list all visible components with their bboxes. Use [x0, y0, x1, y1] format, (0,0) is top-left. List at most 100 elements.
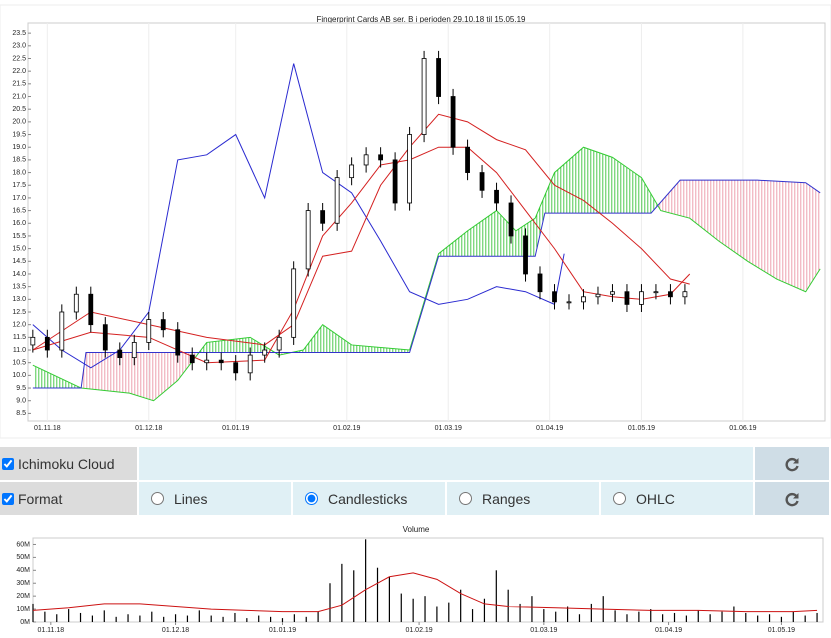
candle-body [595, 293, 601, 298]
y-tick-label: 14.0 [12, 271, 26, 278]
candle-body [552, 291, 557, 303]
candle-body [233, 362, 239, 374]
y-tick-label: 20M [16, 593, 30, 600]
x-tick-label: 01.02.19 [405, 627, 432, 634]
format-option[interactable]: OHLC [601, 482, 753, 515]
y-tick-label: 10.0 [12, 372, 26, 379]
candle-body [276, 336, 282, 351]
radio[interactable] [151, 492, 164, 505]
volume-chart: Volume 0M 10M 20M 30M 40M 50M 60M 01.11.18 01.12… [16, 525, 824, 634]
y-tick-label: 20.5 [12, 106, 26, 113]
y-tick-label: 12.5 [12, 309, 26, 316]
candle-body [88, 293, 94, 326]
candle-body [523, 235, 528, 275]
candle-body [102, 324, 108, 351]
candle-body [436, 58, 441, 97]
chart-title: Volume [403, 525, 430, 534]
candle-body [421, 58, 427, 135]
candle-body [610, 291, 615, 295]
y-tick-label: 18.0 [12, 169, 26, 176]
y-tick-label: 22.0 [12, 68, 26, 75]
format-toggle[interactable]: Format [0, 482, 137, 515]
candle-body [653, 291, 659, 294]
x-tick-label: 01.04.19 [655, 627, 682, 634]
cloud-row: Ichimoku Cloud [0, 447, 831, 480]
x-tick-label: 01.03.19 [530, 627, 557, 634]
candle-body [566, 301, 572, 304]
candle-body [131, 342, 137, 359]
x-tick-label: 01.11.18 [37, 627, 64, 634]
x-tick-label: 01.05.19 [768, 627, 795, 634]
line [32, 63, 565, 369]
y-tick-label: 13.0 [12, 296, 26, 303]
x-tick-label: 01.05.19 [628, 425, 655, 432]
checkbox[interactable] [2, 492, 14, 505]
x-tick-label: 01.01.19 [222, 425, 249, 432]
y-tick-label: 11.5 [13, 334, 26, 341]
refresh-button[interactable] [755, 482, 829, 515]
candle-body [30, 336, 36, 346]
candle-body [349, 164, 355, 179]
x-tick-label: 01.01.19 [269, 627, 296, 634]
y-tick-label: 11.0 [13, 347, 26, 354]
candle-body [537, 273, 543, 293]
y-tick-label: 23.5 [12, 30, 26, 37]
format-row: Format Lines Candlesticks Ranges OHLC [0, 482, 831, 515]
option-label: Candlesticks [328, 490, 408, 507]
option-label: OHLC [636, 490, 675, 507]
candle-body [363, 154, 369, 166]
radio[interactable] [305, 492, 318, 505]
option-label: Lines [174, 490, 208, 507]
format-option[interactable]: Lines [139, 482, 291, 515]
radio[interactable] [459, 492, 472, 505]
candle-body [262, 349, 268, 356]
price-chart: Fingerprint Cards AB ser. B i perioden 2… [0, 4, 831, 439]
x-tick-label: 01.03.19 [435, 425, 462, 432]
y-tick-label: 60M [16, 541, 30, 548]
y-tick-label: 18.5 [12, 157, 26, 164]
candle-body [59, 311, 65, 351]
candle-body [44, 336, 50, 351]
option-label: Ranges [482, 490, 531, 507]
x-tick-label: 01.12.18 [162, 627, 189, 634]
y-tick-label: 19.5 [12, 131, 26, 138]
cloud-toggle[interactable]: Ichimoku Cloud [0, 447, 137, 480]
plot-area [32, 537, 824, 623]
x-tick-label: 01.02.19 [333, 425, 360, 432]
cloud-panel [139, 447, 753, 480]
plot-area [27, 22, 826, 422]
candle-body [334, 177, 340, 224]
refresh-icon [785, 492, 799, 506]
candle-body [320, 210, 326, 224]
y-tick-label: 30M [16, 580, 30, 587]
y-tick-label: 10.5 [12, 360, 26, 367]
candle-body [218, 359, 224, 364]
checkbox[interactable] [2, 457, 14, 470]
candle-body [247, 354, 253, 374]
candle-body [291, 268, 297, 338]
toggle-label: Ichimoku Cloud [18, 455, 115, 472]
line [32, 179, 821, 389]
y-tick-label: 50M [16, 554, 30, 561]
format-option[interactable]: Candlesticks [293, 482, 445, 515]
candle-body [407, 134, 412, 204]
candle-body [581, 296, 586, 303]
line [32, 146, 691, 364]
candle-body [450, 96, 456, 148]
format-option[interactable]: Ranges [447, 482, 599, 515]
y-tick-label: 16.5 [12, 207, 26, 214]
radio[interactable] [613, 492, 626, 505]
candle-body [117, 349, 123, 359]
candle-body [204, 359, 210, 364]
candle-body [682, 291, 688, 298]
y-tick-label: 9.5 [16, 385, 26, 392]
y-tick-label: 9.0 [16, 398, 26, 405]
x-tick-label: 01.11.18 [34, 425, 61, 432]
line [32, 572, 818, 613]
candle-body [73, 293, 79, 313]
y-tick-label: 16.0 [12, 220, 26, 227]
candle-body [392, 159, 398, 204]
refresh-button[interactable] [755, 447, 829, 480]
x-tick-label: 01.06.19 [729, 425, 756, 432]
y-tick-label: 40M [16, 567, 30, 574]
